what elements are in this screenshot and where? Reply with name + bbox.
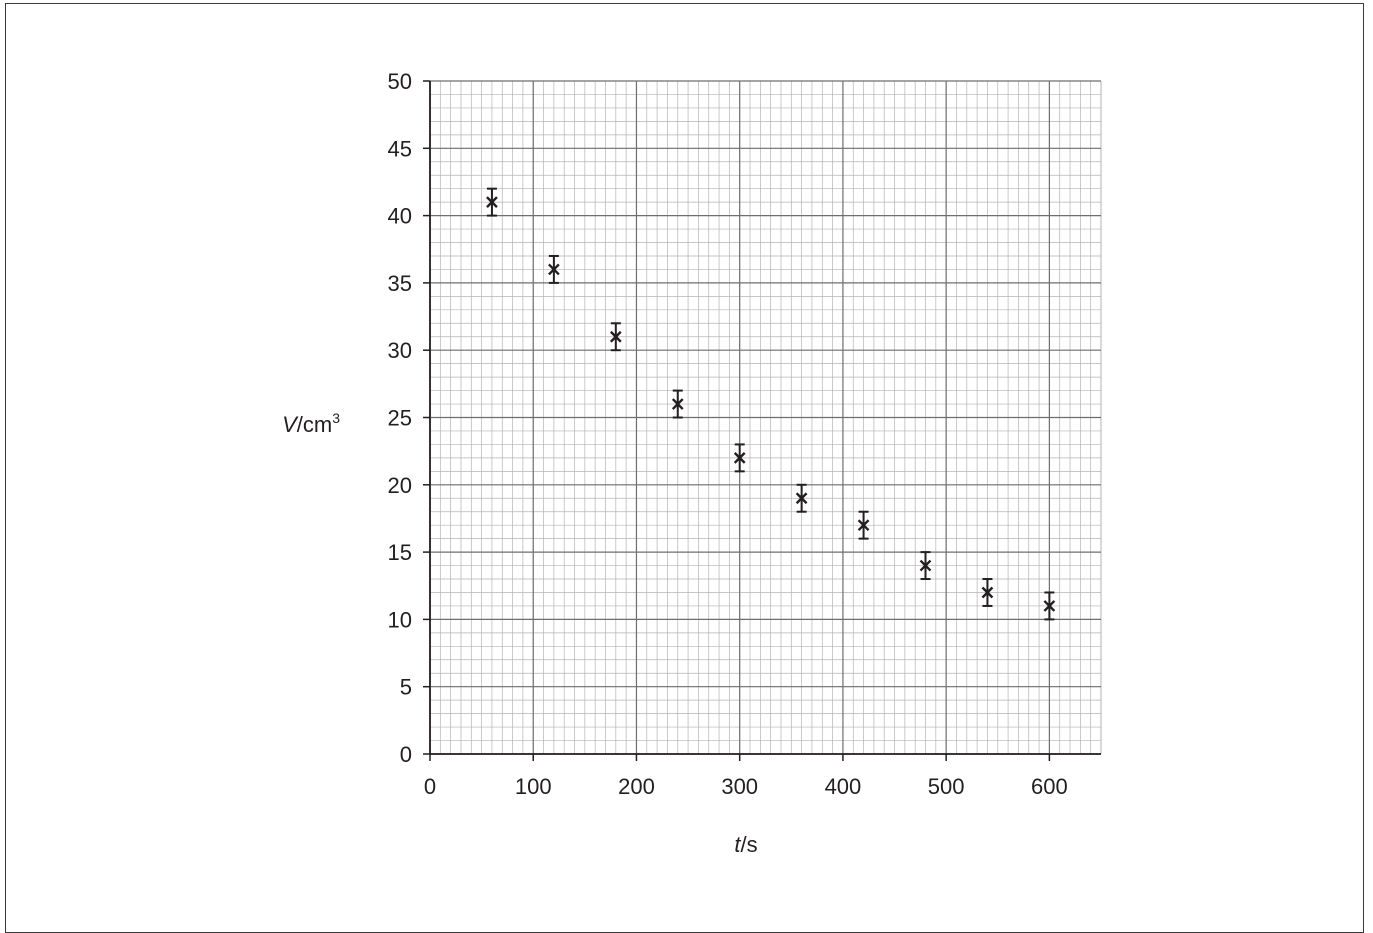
- y-tick-label: 30: [388, 338, 412, 363]
- y-tick-label: 0: [400, 742, 412, 767]
- x-tick-label: 300: [721, 774, 758, 799]
- x-tick-label: 0: [424, 774, 436, 799]
- x-axis-title: t/s: [734, 832, 757, 857]
- point-marker-stroke: [795, 492, 808, 505]
- x-tick-label: 100: [515, 774, 552, 799]
- point-marker-stroke: [609, 330, 622, 343]
- data-point: [609, 322, 622, 352]
- data-point: [486, 187, 498, 217]
- major-grid: [429, 80, 1101, 755]
- point-marker-stroke: [1043, 600, 1056, 612]
- y-tick-label: 15: [388, 540, 412, 565]
- point-marker-stroke: [548, 263, 560, 276]
- axes: [423, 80, 1101, 761]
- data-point: [548, 254, 560, 284]
- y-tick-labels: 0 5 10 15 20 25 30 35 40 45 50: [388, 69, 412, 767]
- x-tick-labels: 0 100 200 300 400 500 600: [424, 774, 1068, 799]
- y-tick-label: 40: [388, 204, 412, 229]
- y-tick-label: 10: [388, 607, 412, 632]
- y-tick-label: 50: [388, 69, 412, 94]
- y-axis-title: V/cm3: [282, 410, 340, 437]
- x-tick-label: 600: [1031, 774, 1068, 799]
- x-tick-label: 400: [825, 774, 862, 799]
- data-points: [486, 187, 1056, 621]
- point-marker-stroke: [919, 559, 932, 572]
- data-point: [733, 443, 746, 473]
- data-point: [981, 578, 994, 607]
- point-marker-stroke: [857, 519, 870, 532]
- x-tick-label: 200: [618, 774, 655, 799]
- y-tick-label: 25: [388, 406, 412, 431]
- y-tick-label: 35: [388, 271, 412, 296]
- y-tick-label: 45: [388, 136, 412, 161]
- y-tick-label: 5: [400, 675, 412, 700]
- point-marker-stroke: [671, 398, 684, 410]
- point-marker-stroke: [733, 452, 746, 464]
- data-point: [919, 551, 932, 581]
- data-point: [671, 389, 684, 419]
- x-tick-label: 500: [928, 774, 965, 799]
- point-marker-stroke: [981, 586, 994, 599]
- y-tick-label: 20: [388, 473, 412, 498]
- data-point: [857, 510, 870, 540]
- data-point: [795, 483, 808, 513]
- point-marker-stroke: [486, 196, 498, 208]
- data-point: [1043, 591, 1056, 621]
